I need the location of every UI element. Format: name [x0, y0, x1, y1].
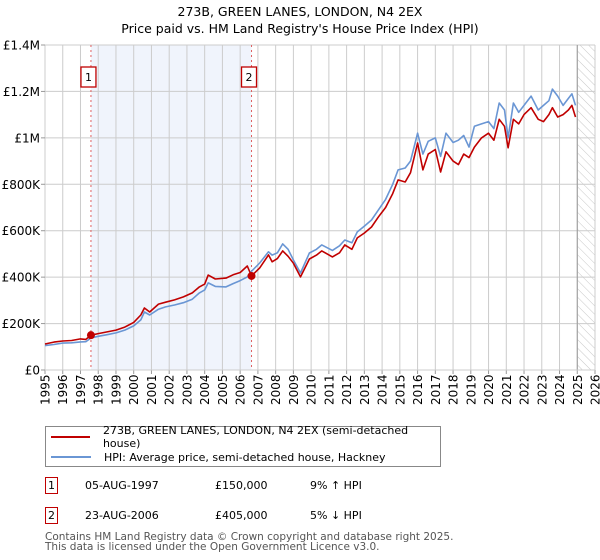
x-tick-label: 2024 — [553, 374, 567, 405]
legend-item-hpi: HPI: Average price, semi-detached house,… — [51, 449, 386, 465]
legend-item-property: 273B, GREEN LANES, LONDON, N4 2EX (semi-… — [51, 424, 440, 450]
x-tick-label: 2018 — [447, 374, 461, 405]
footer-attribution: Contains HM Land Registry data © Crown c… — [45, 531, 454, 553]
y-tick-label: £400K — [2, 271, 42, 285]
x-tick-label: 2005 — [216, 374, 230, 405]
footer-line-1: Contains HM Land Registry data © Crown c… — [45, 531, 454, 543]
sale-row: 1 05-AUG-1997 £150,000 9% ↑ HPI — [45, 477, 445, 496]
x-tick-label: 2011 — [322, 374, 336, 405]
x-tick-label: 2016 — [411, 374, 425, 405]
x-tick-label: 2009 — [287, 374, 301, 405]
y-tick-label: £1.2M — [3, 85, 40, 99]
sale-badge: 2 — [45, 507, 58, 524]
sale-date: 23-AUG-2006 — [85, 509, 159, 522]
x-tick-label: 2001 — [145, 374, 159, 405]
sale-hpi-diff: 5% ↓ HPI — [310, 509, 362, 522]
x-tick-label: 2010 — [305, 374, 319, 405]
x-tick-label: 2008 — [269, 374, 283, 405]
x-tick-label: 1999 — [109, 374, 123, 405]
property-price-line — [44, 104, 577, 345]
sale-price: £405,000 — [215, 509, 268, 522]
x-tick-label: 2012 — [340, 374, 354, 405]
chart-title: 273B, GREEN LANES, LONDON, N4 2EX — [177, 4, 423, 19]
x-tick-label: 2006 — [234, 374, 248, 405]
ownership-shaded-period — [90, 45, 252, 370]
y-tick-label: £800K — [2, 178, 42, 192]
y-tick-label: £600K — [2, 224, 42, 238]
sale-2-label-box — [240, 66, 258, 88]
sale-1-label-box — [80, 66, 97, 88]
footer-line-2: This data is licensed under the Open Gov… — [45, 541, 380, 553]
x-tick-label: 2019 — [464, 374, 478, 405]
sale-2-point — [247, 271, 256, 280]
x-tick-label: 2003 — [180, 374, 194, 405]
x-tick-label: 2020 — [482, 374, 496, 405]
legend-label: HPI: Average price, semi-detached house,… — [104, 450, 386, 464]
sale-hpi-diff: 9% ↑ HPI — [310, 479, 362, 492]
hatched-future-region — [577, 45, 595, 370]
sale-date: 05-AUG-1997 — [85, 479, 159, 492]
y-tick-label: £1M — [14, 131, 40, 145]
sale-1-point — [86, 331, 95, 340]
legend-swatch-red — [51, 436, 90, 438]
y-tick-label: £1.4M — [3, 39, 40, 53]
x-tick-label: 2017 — [429, 374, 443, 405]
x-tick-label: 1996 — [56, 374, 70, 405]
hpi-line — [44, 88, 577, 347]
x-tick-label: 2025 — [571, 374, 585, 405]
sale-1-label: 1 — [85, 71, 92, 84]
sale-price: £150,000 — [215, 479, 268, 492]
chart-subtitle: Price paid vs. HM Land Registry's House … — [121, 21, 479, 36]
sale-row: 2 23-AUG-2006 £405,000 5% ↓ HPI — [45, 507, 445, 526]
x-tick-label: 2023 — [535, 374, 549, 405]
y-tick-label: £0 — [25, 364, 40, 378]
chart-legend: 273B, GREEN LANES, LONDON, N4 2EX (semi-… — [45, 424, 441, 467]
x-tick-label: 2004 — [198, 374, 212, 405]
y-tick-label: £200K — [2, 317, 42, 331]
sale-badge: 1 — [45, 477, 58, 494]
x-tick-label: 1998 — [92, 374, 106, 405]
x-tick-label: 2013 — [358, 374, 372, 405]
x-tick-label: 2022 — [518, 374, 532, 405]
x-tick-label: 2014 — [376, 374, 390, 405]
sale-2-label: 2 — [246, 71, 253, 84]
x-tick-label: 1995 — [39, 374, 53, 405]
x-tick-label: 2021 — [500, 374, 514, 405]
x-tick-label: 2026 — [589, 374, 600, 405]
x-tick-label: 2002 — [163, 374, 177, 405]
legend-swatch-blue — [51, 456, 91, 458]
price-chart: 1 2 £0 £200K £400K £600K £800K £1M £1.2M £1.4M 19… — [2, 39, 600, 406]
legend-label: 273B, GREEN LANES, LONDON, N4 2EX (semi-… — [102, 424, 409, 450]
x-tick-label: 2007 — [251, 374, 265, 405]
x-tick-label: 1997 — [74, 374, 88, 405]
x-tick-label: 2000 — [127, 374, 141, 405]
x-tick-label: 2015 — [393, 374, 407, 405]
